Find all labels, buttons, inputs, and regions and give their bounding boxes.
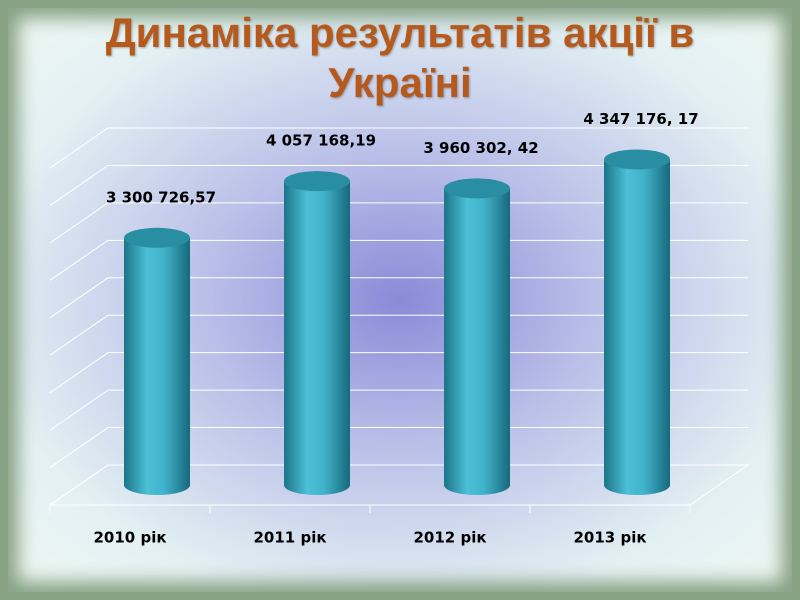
bar (284, 181, 350, 495)
value-label: 3 300 726,57 (106, 188, 216, 206)
grid-line (49, 277, 748, 319)
bar-top (284, 171, 350, 192)
bar-top (444, 178, 510, 199)
bar (604, 159, 670, 495)
x-tick-label: 2011 рік (253, 529, 326, 547)
value-label: 3 960 302, 42 (423, 139, 538, 157)
x-tick-label: 2010 рік (93, 529, 166, 547)
value-label: 4 347 176, 17 (583, 110, 698, 128)
grid-line (49, 239, 748, 281)
x-tick-label: 2013 рік (573, 529, 646, 547)
value-label: 4 057 168,19 (266, 132, 376, 150)
chart-title: Динаміка результатів акції в Україні (105, 9, 695, 106)
grid-line (49, 127, 748, 169)
grid-line (49, 202, 748, 244)
grid-line (49, 352, 748, 394)
bar-top (124, 227, 190, 248)
grid-line (49, 427, 748, 468)
grid-line (49, 464, 748, 506)
grid-line (49, 389, 748, 431)
bar-top (604, 149, 670, 170)
x-tick-label: 2012 рік (413, 529, 486, 547)
grid-line (49, 164, 748, 206)
grid-line (49, 314, 748, 356)
bar (444, 188, 510, 495)
bar (124, 237, 190, 495)
